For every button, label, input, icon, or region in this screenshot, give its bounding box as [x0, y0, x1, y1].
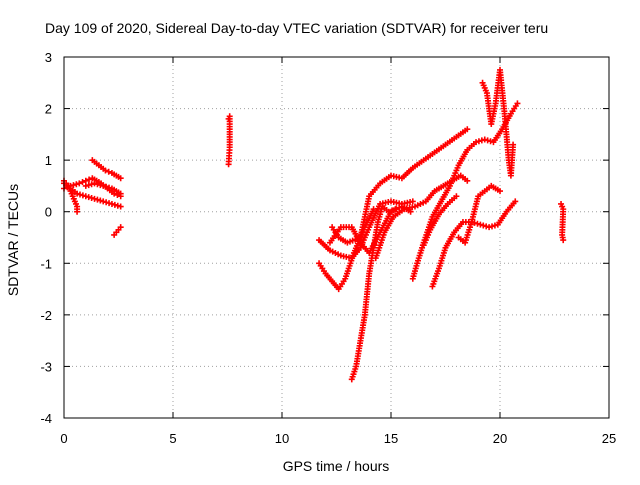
data-point: [560, 237, 567, 244]
data-point: [114, 202, 121, 209]
data-point: [117, 203, 124, 210]
y-tick-label: -2: [40, 308, 52, 323]
data-point: [88, 194, 95, 201]
data-point: [100, 198, 107, 205]
data-point: [225, 161, 232, 168]
x-tick-label: 25: [602, 431, 616, 446]
data-point: [102, 167, 109, 174]
data-point: [108, 200, 115, 207]
data-point: [111, 201, 118, 208]
chart-title: Day 109 of 2020, Sidereal Day-to-day VTE…: [45, 20, 548, 36]
data-point: [473, 139, 480, 146]
data-point: [489, 223, 496, 230]
data-point: [97, 182, 104, 189]
data-point: [483, 223, 490, 230]
data-point: [88, 181, 95, 188]
data-point: [117, 224, 124, 231]
data-point: [106, 200, 113, 207]
y-axis-label: SDTVAR / TECUs: [5, 184, 21, 296]
data-point: [94, 196, 101, 203]
data-point: [491, 222, 498, 229]
data-point: [117, 175, 124, 182]
data-point: [74, 208, 81, 215]
data-point: [79, 192, 86, 199]
y-tick-label: 3: [45, 50, 52, 65]
data-point: [79, 179, 86, 186]
data-point: [392, 206, 399, 213]
data-point: [94, 181, 101, 188]
data-point: [478, 137, 485, 144]
data-point: [103, 183, 110, 190]
data-point: [471, 219, 478, 226]
data-point: [480, 222, 487, 229]
data-point: [85, 194, 92, 201]
grid: [64, 57, 609, 418]
x-axis-label: GPS time / hours: [283, 458, 390, 474]
y-tick-label: 2: [45, 102, 52, 117]
data-point: [100, 182, 107, 189]
y-tick-label: -3: [40, 359, 52, 374]
x-tick-label: 0: [60, 431, 67, 446]
data-point: [117, 190, 124, 197]
data-point: [475, 138, 482, 145]
data-point: [389, 207, 396, 214]
data-point: [512, 198, 519, 205]
data-point: [481, 136, 488, 143]
data-point: [85, 182, 92, 189]
data-point: [105, 168, 112, 175]
data-point: [409, 198, 416, 205]
data-point: [97, 197, 104, 204]
data-point: [484, 137, 491, 144]
data-point: [510, 141, 517, 148]
x-tick-label: 10: [275, 431, 289, 446]
data-point: [464, 177, 471, 184]
data-point: [464, 126, 471, 133]
data-point: [86, 176, 93, 183]
y-tick-label: 0: [45, 205, 52, 220]
data-point: [103, 199, 110, 206]
data-point: [82, 193, 89, 200]
data-point: [486, 224, 493, 231]
data-points: [61, 66, 567, 383]
data-point: [82, 177, 89, 184]
x-tick-label: 20: [493, 431, 507, 446]
data-point: [407, 208, 414, 215]
data-point: [474, 220, 481, 227]
data-point: [514, 100, 521, 107]
data-point: [91, 180, 98, 187]
plot-frame: [63, 56, 610, 419]
data-point: [453, 193, 460, 200]
data-point: [76, 191, 83, 198]
data-point: [477, 221, 484, 228]
data-point: [70, 182, 77, 189]
data-point: [76, 180, 83, 187]
data-point: [370, 206, 377, 213]
x-tick-label: 15: [384, 431, 398, 446]
data-point: [106, 184, 113, 191]
y-tick-label: 1: [45, 153, 52, 168]
y-tick-label: -1: [40, 256, 52, 271]
data-point: [91, 195, 98, 202]
data-point: [73, 181, 80, 188]
y-tick-label: -4: [40, 411, 52, 426]
data-point: [487, 138, 494, 145]
data-point: [497, 188, 503, 195]
data-point: [82, 182, 89, 189]
data-point: [385, 208, 392, 215]
data-point: [74, 190, 81, 197]
x-tick-label: 5: [169, 431, 176, 446]
